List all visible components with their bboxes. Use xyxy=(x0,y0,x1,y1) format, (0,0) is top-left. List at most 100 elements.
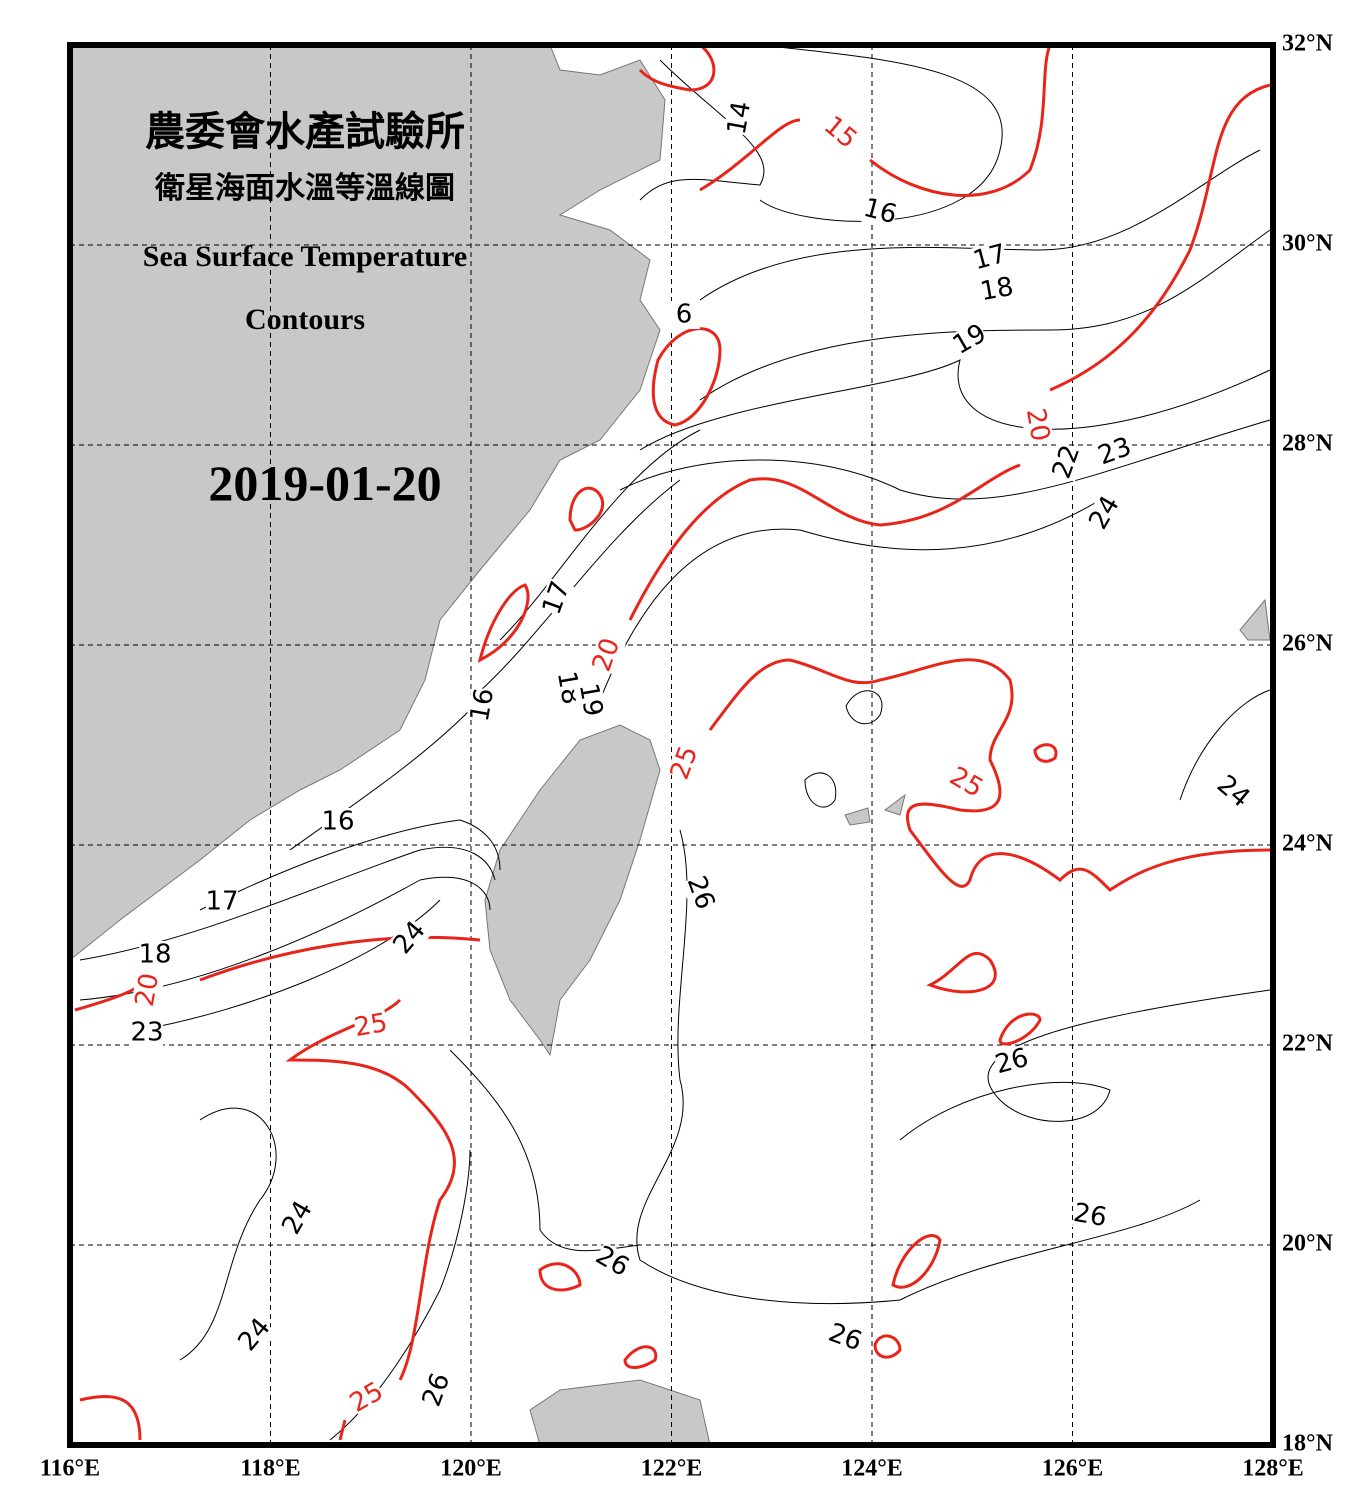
x-tick-label: 122°E xyxy=(641,1456,703,1482)
major-contour-label-halo xyxy=(588,635,626,675)
island xyxy=(844,807,871,826)
contour-label-halo xyxy=(233,1313,277,1357)
major-contour-line xyxy=(199,935,481,1441)
major-contour-line xyxy=(891,1234,942,1289)
contour-label-halo xyxy=(1084,492,1126,534)
major-contour-label-halo xyxy=(346,1377,388,1419)
contour-line xyxy=(804,772,837,808)
contour-label-halo xyxy=(466,686,500,724)
contour-line xyxy=(759,44,1003,222)
major-contour-line xyxy=(477,583,530,663)
contour-line xyxy=(449,1049,641,1252)
major-contour-label-halo xyxy=(666,743,704,783)
contour-label: 16 xyxy=(321,807,354,837)
major-contour-line xyxy=(568,486,604,532)
major-contour-line xyxy=(873,1334,902,1359)
contour-label-halo xyxy=(277,1197,319,1239)
contour-label-halo xyxy=(388,916,432,960)
contour-line xyxy=(899,989,1271,1141)
contour-label: 23 xyxy=(130,1018,163,1048)
contour-label-halo xyxy=(131,1019,163,1047)
y-tick-label: 30°N xyxy=(1282,231,1334,257)
major-contour-line xyxy=(699,44,1052,197)
x-tick-label: 124°E xyxy=(841,1456,903,1482)
contour-line xyxy=(639,359,1271,451)
island xyxy=(883,793,906,816)
y-tick-label: 24°N xyxy=(1282,831,1334,857)
y-tick-label: 20°N xyxy=(1282,1231,1334,1257)
major-contour-line xyxy=(998,1012,1042,1046)
major-contour-line xyxy=(623,1345,658,1369)
contour-line xyxy=(699,229,1271,401)
major-contour-label-halo xyxy=(945,762,987,804)
contour-label-halo xyxy=(992,1044,1032,1080)
contour-label: 18 xyxy=(138,940,171,970)
contour-label-halo xyxy=(322,808,354,836)
contour-label: 26 xyxy=(1071,1198,1109,1233)
x-tick-label: 128°E xyxy=(1242,1456,1304,1482)
map-frame xyxy=(67,42,1276,1448)
contour-label: 18 xyxy=(978,272,1016,307)
major-contour-label: 20 xyxy=(130,971,165,1009)
major-contour-label: 25 xyxy=(352,1008,390,1043)
contour-line xyxy=(636,829,1201,1305)
major-contour-line xyxy=(651,327,722,427)
contour-label: 17 xyxy=(205,887,238,917)
major-contour-line xyxy=(638,43,716,92)
contour-line xyxy=(79,876,491,1001)
contour-line xyxy=(599,499,1101,701)
major-contour-line xyxy=(79,1394,142,1441)
major-contour-label-halo xyxy=(131,971,165,1009)
contour-line xyxy=(699,149,1261,301)
title-en: Contours xyxy=(245,303,365,336)
contour-label-halo xyxy=(418,1370,456,1410)
land xyxy=(69,44,1271,1446)
subtitle-zh: 衛星海面水溫等溫線圖 xyxy=(154,171,455,205)
contour-label: 19 xyxy=(573,681,608,719)
contour-line xyxy=(1179,689,1271,801)
x-tick-label: 118°E xyxy=(240,1456,300,1482)
y-tick-label: 26°N xyxy=(1282,631,1334,657)
major-contour-label: 20 xyxy=(1020,406,1055,444)
contour-line xyxy=(179,1107,277,1361)
contour-label-halo xyxy=(723,99,757,137)
major-contour-line xyxy=(1033,743,1058,763)
contour-label-halo xyxy=(1095,433,1135,471)
contour-label-halo xyxy=(825,1319,865,1357)
contour-label-halo xyxy=(1071,1199,1109,1233)
major-contour-label-halo xyxy=(818,111,862,155)
major-contour-line xyxy=(1049,83,1271,392)
contour-line xyxy=(199,819,501,911)
contour-label-halo xyxy=(1048,442,1086,482)
taiwan xyxy=(484,724,661,1057)
major-contour-line xyxy=(538,1262,582,1292)
contour-label: 6 xyxy=(676,300,693,330)
major-contour-line xyxy=(926,951,997,994)
contour-label-halo xyxy=(139,941,171,969)
major-contour-line xyxy=(628,463,1021,621)
contour-label: 14 xyxy=(722,99,757,137)
major-contour-label-halo xyxy=(1020,406,1054,444)
contour-label-halo xyxy=(978,273,1016,307)
contour-label-halo xyxy=(970,240,1010,276)
contour-label-halo xyxy=(591,1241,633,1283)
date: 2019-01-20 xyxy=(208,455,441,511)
contour-label: 16 xyxy=(465,686,500,724)
y-tick-label: 28°N xyxy=(1282,431,1334,457)
x-tick-label: 116°E xyxy=(40,1456,100,1482)
title-zh: 農委會水產試驗所 xyxy=(145,109,465,154)
y-tick-label: 32°N xyxy=(1282,31,1334,57)
contour-line xyxy=(79,846,496,961)
major-contours xyxy=(74,43,1271,1441)
contour-label-halo xyxy=(538,578,576,618)
contour-line xyxy=(619,419,1271,500)
contour-label-halo xyxy=(573,681,607,719)
contour-line xyxy=(845,690,883,725)
contour-label-halo xyxy=(949,319,991,361)
y-tick-label: 22°N xyxy=(1282,1031,1334,1057)
y-tick-label: 18°N xyxy=(1282,1431,1334,1457)
contour-label-halo xyxy=(668,301,700,329)
contour-line xyxy=(639,59,765,201)
major-contour-line xyxy=(708,658,1271,892)
